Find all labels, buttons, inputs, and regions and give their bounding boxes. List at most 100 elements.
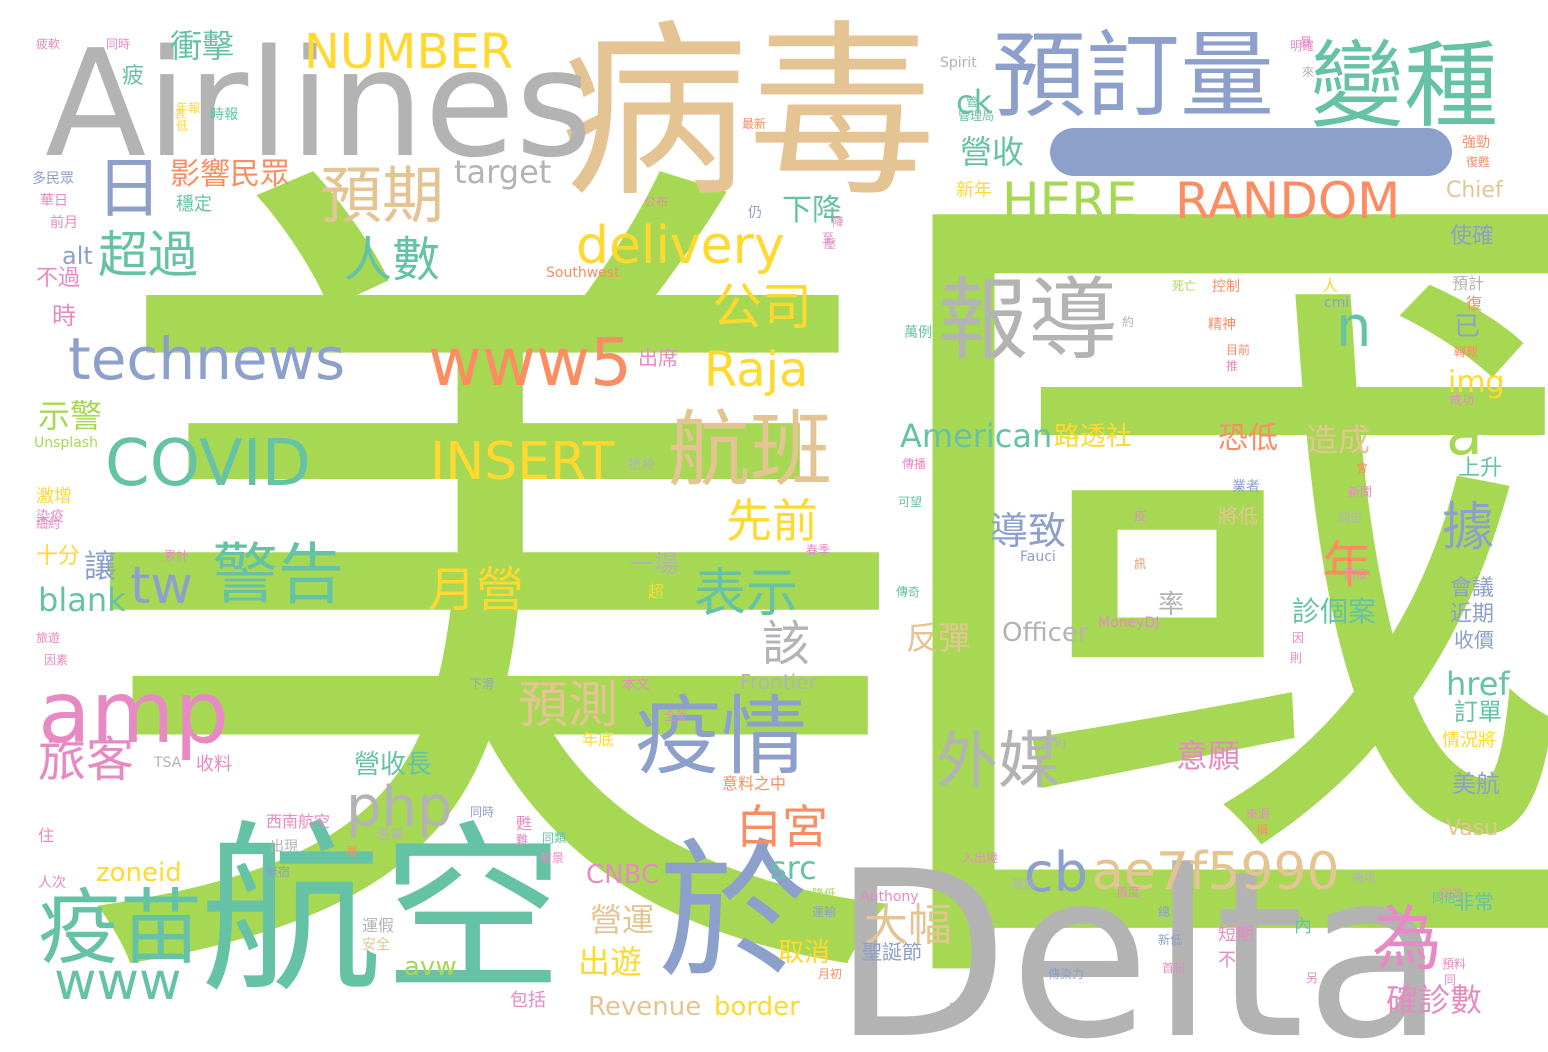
word-yue2: 約 bbox=[1122, 316, 1134, 328]
word-lv: 率 bbox=[1158, 592, 1184, 618]
word-muqian: 目前 bbox=[1226, 344, 1250, 356]
word-ruchujing: 入出境 bbox=[962, 852, 998, 864]
word-xinnian: 新年 bbox=[956, 182, 992, 200]
word-daozhi: 導致 bbox=[990, 512, 1066, 550]
word-tongshi: 同時 bbox=[106, 38, 130, 50]
word-jizeng: 激增 bbox=[36, 488, 72, 506]
word-gongbu: 公布 bbox=[644, 196, 668, 208]
word-gongsi: 公司 bbox=[712, 282, 812, 332]
word-reng: 仍 bbox=[748, 206, 762, 220]
word-duominzhong: 多民眾 bbox=[32, 172, 74, 186]
word-jingshen: 精神 bbox=[1208, 318, 1236, 332]
word-shibao: 時報 bbox=[210, 108, 238, 122]
word-quezhenshu: 確診數 bbox=[1386, 984, 1482, 1016]
word-chunji: 春季 bbox=[806, 544, 830, 556]
word-insert: INSERT bbox=[430, 436, 614, 488]
word-bao: 暴 bbox=[1300, 36, 1312, 48]
word-pingjun: 平均 bbox=[1042, 738, 1066, 750]
word-shi: 時 bbox=[52, 304, 76, 328]
word-fusu: 復甦 bbox=[1466, 156, 1490, 168]
word-tui: 推 bbox=[1226, 360, 1238, 372]
word-www: www bbox=[54, 956, 182, 1008]
word-tsa: TSA bbox=[154, 756, 181, 770]
word-chongji: 衝擊 bbox=[170, 30, 234, 62]
word-jinggao: 警告 bbox=[212, 542, 344, 608]
word-jiangdi2: 降低 bbox=[812, 888, 836, 900]
word-cheng: 稱 bbox=[1256, 824, 1268, 836]
word-yiliaozhizhong: 意料之中 bbox=[722, 776, 786, 792]
word-shique: 使確 bbox=[1450, 226, 1494, 248]
word-raja: Raja bbox=[704, 346, 808, 394]
word-huari: 華日 bbox=[40, 194, 68, 208]
word-chuyou: 出遊 bbox=[578, 946, 642, 978]
word-su: 甦 bbox=[516, 816, 532, 832]
word-tonglei: 同類 bbox=[542, 832, 566, 844]
word-qianjing: 前景 bbox=[540, 852, 564, 864]
word-shoudu: 首度 bbox=[1116, 886, 1140, 898]
word-baigong: 白宮 bbox=[736, 804, 828, 850]
word-cmi: cmi bbox=[1324, 296, 1349, 310]
word-guan: 管 bbox=[966, 96, 978, 108]
word-shengdanjie: 聖誕節 bbox=[862, 942, 922, 962]
word-technews: technews bbox=[68, 330, 345, 388]
word-ling: 另 bbox=[1306, 972, 1318, 984]
word-kongdi: 恐低 bbox=[1218, 424, 1278, 454]
word-unsplash: Unsplash bbox=[34, 436, 98, 450]
word-qiangjin: 強勁 bbox=[1462, 136, 1490, 150]
word-xianqian: 先前 bbox=[726, 498, 818, 544]
word-shangsheng: 上升 bbox=[1458, 458, 1502, 480]
word-quxiao: 取消 bbox=[778, 940, 830, 966]
word-american: American bbox=[900, 420, 1052, 452]
word-riyi: 日益 bbox=[948, 1002, 972, 1014]
word-yuechu: 月初 bbox=[818, 968, 842, 980]
word-yue: 月 bbox=[562, 552, 622, 612]
word-hui: 會 bbox=[1356, 462, 1368, 474]
word-yingshouzhang: 營收長 bbox=[354, 752, 432, 778]
word-yuce: 預測 bbox=[518, 680, 618, 730]
word-yin: 因 bbox=[1292, 632, 1304, 644]
word-spirit: Spirit bbox=[940, 56, 977, 70]
word-gai: 該 bbox=[762, 620, 810, 668]
word-www5: www5 bbox=[428, 330, 632, 396]
word-wan: 萬 bbox=[346, 846, 358, 858]
word-fauci: Fauci bbox=[1020, 550, 1056, 564]
word-yezhe: 業者 bbox=[1232, 480, 1260, 494]
word-piruan: 疲軟 bbox=[36, 38, 60, 50]
word-zong: 總 bbox=[1158, 906, 1170, 918]
word-yudingliang: 預訂量 bbox=[992, 30, 1274, 124]
word-kongzhi: 控制 bbox=[1212, 280, 1240, 294]
word-yingyun: 營運 bbox=[590, 904, 654, 936]
word-chuxi: 出席 bbox=[638, 348, 678, 368]
word-zhu: 住 bbox=[38, 828, 54, 844]
word-yuji: 預計 bbox=[1452, 276, 1484, 292]
word-frontier: Frontier bbox=[740, 672, 817, 692]
word-tongshi2: 同時 bbox=[470, 806, 494, 818]
word-border: border bbox=[714, 994, 800, 1020]
word-ren: 人 bbox=[1322, 278, 1338, 294]
word-chao: 超 bbox=[648, 584, 664, 600]
word-yinsu: 因素 bbox=[44, 654, 68, 666]
word-blank: blank bbox=[38, 584, 126, 616]
word-wanli: 萬例 bbox=[904, 326, 932, 340]
word-yi2: 疫 bbox=[1134, 510, 1146, 522]
word-yichang: 一場 bbox=[630, 552, 678, 576]
word-qianyue: 前月 bbox=[50, 216, 78, 230]
word-tong: 同 bbox=[1444, 974, 1456, 986]
word-haixu: 還需 bbox=[376, 828, 404, 842]
word-wei: 為 bbox=[1372, 904, 1442, 974]
word-yueying: 月營 bbox=[428, 566, 524, 614]
word-yi: 已 bbox=[1454, 314, 1480, 340]
word-href: href bbox=[1446, 668, 1510, 700]
word-jinqi: 近期 bbox=[1450, 604, 1494, 626]
word-meihang: 美航 bbox=[1452, 772, 1500, 796]
word-renshu: 人數 bbox=[344, 236, 440, 284]
word-dui: 對 bbox=[252, 694, 284, 726]
word-baodao: 報導 bbox=[938, 276, 1118, 366]
word-benwen: 本文 bbox=[622, 678, 650, 692]
word-wending: 穩定 bbox=[176, 196, 212, 214]
word-niandi: 年底 bbox=[582, 732, 614, 748]
word-xinanhangkong: 西南航空 bbox=[266, 814, 330, 830]
word-siwang: 死亡 bbox=[1172, 280, 1196, 292]
word-huiyi: 會議 bbox=[1450, 578, 1494, 600]
